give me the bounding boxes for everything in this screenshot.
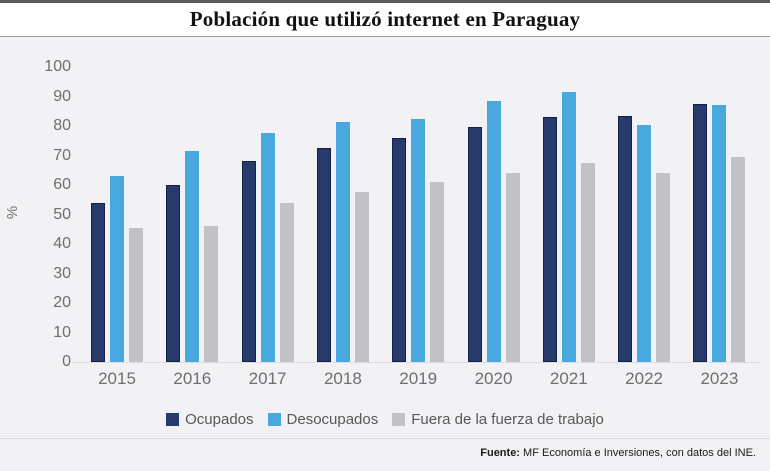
x-tick-label-2021: 2021 [549, 369, 588, 388]
y-tick-label-90: 90 [53, 87, 71, 105]
bar-ocupados-2017 [241, 161, 256, 362]
y-tick-label-60: 60 [53, 176, 71, 193]
bar-ocupados-2018 [316, 148, 331, 362]
legend-item-fuera-de-la-fuerza-de-trabajo: Fuera de la fuerza de trabajo [392, 411, 604, 428]
bar-fuera-de-la-fuerza-de-trabajo-2015 [129, 227, 143, 362]
y-tick-label-30: 30 [53, 264, 71, 282]
bar-ocupados-2020 [467, 127, 482, 362]
chart-title: Población que utilizó internet en Paragu… [189, 7, 581, 31]
x-tick-label-2022: 2022 [625, 369, 663, 388]
bar-fuera-de-la-fuerza-de-trabajo-2017 [279, 202, 294, 362]
x-tick-label-2019: 2019 [399, 369, 438, 388]
y-tick-label-50: 50 [53, 205, 71, 223]
x-tick-label-2015: 2015 [98, 369, 136, 388]
x-tick-label-2020: 2020 [474, 369, 513, 388]
source-note: Fuente: MF Economía e Inversiones, con d… [480, 447, 756, 459]
bar-desocupados-2023 [712, 105, 727, 362]
bar-ocupados-2019 [392, 137, 407, 362]
x-tick-label-2018: 2018 [323, 369, 362, 388]
bar-desocupados-2015 [110, 176, 124, 362]
source-label: Fuente: [480, 447, 520, 459]
legend-label-ocupados: Ocupados [185, 410, 254, 428]
bar-ocupados-2022 [618, 115, 633, 362]
bar-fuera-de-la-fuerza-de-trabajo-2022 [656, 173, 671, 362]
bar-fuera-de-la-fuerza-de-trabajo-2020 [505, 173, 520, 362]
bar-ocupados-2021 [542, 117, 557, 362]
y-tick-label-100: 100 [44, 58, 71, 75]
bar-desocupados-2020 [486, 100, 501, 362]
bar-fuera-de-la-fuerza-de-trabajo-2018 [354, 192, 369, 362]
bar-ocupados-2016 [166, 185, 181, 362]
bar-desocupados-2019 [411, 118, 426, 362]
legend-item-ocupados: Ocupados [166, 410, 254, 428]
legend-swatch-ocupados [166, 412, 180, 426]
legend-label-fuera-de-la-fuerza-de-trabajo: Fuera de la fuerza de trabajo [411, 410, 604, 428]
y-tick-label-0: 0 [62, 353, 71, 370]
source-text: MF Economía e Inversiones, con datos del… [519, 447, 756, 459]
y-tick-label-70: 70 [53, 146, 71, 164]
legend-item-desocupados: Desocupados [267, 410, 379, 428]
chart-legend: Ocupados Desocupados Fuera de la fuerza de… [0, 407, 770, 431]
bar-ocupados-2023 [693, 103, 708, 362]
bar-desocupados-2017 [260, 133, 275, 362]
x-tick-label-2023: 2023 [700, 369, 739, 388]
x-tick-label-2016: 2016 [173, 369, 212, 388]
title-bar: Población que utilizó internet en Paragu… [0, 0, 770, 37]
y-tick-label-40: 40 [53, 235, 71, 252]
y-tick-label-10: 10 [53, 323, 71, 341]
y-tick-label-20: 20 [53, 294, 71, 311]
bar-fuera-de-la-fuerza-de-trabajo-2021 [580, 162, 595, 362]
bar-fuera-de-la-fuerza-de-trabajo-2019 [430, 182, 445, 362]
footer-divider [0, 438, 770, 439]
x-axis-line [72, 362, 760, 363]
legend-swatch-fuera-de-la-fuerza-de-trabajo [392, 412, 406, 426]
y-tick-label-80: 80 [53, 117, 71, 134]
bar-desocupados-2018 [335, 121, 350, 362]
bar-fuera-de-la-fuerza-de-trabajo-2016 [204, 226, 219, 362]
bar-desocupados-2016 [185, 151, 200, 362]
x-tick-label-2017: 2017 [248, 369, 287, 388]
bar-desocupados-2022 [637, 124, 652, 362]
legend-label-desocupados: Desocupados [286, 410, 379, 428]
bar-fuera-de-la-fuerza-de-trabajo-2023 [731, 156, 746, 362]
bar-desocupados-2021 [561, 92, 576, 362]
bar-ocupados-2015 [91, 202, 105, 362]
legend-swatch-desocupados [267, 412, 281, 426]
